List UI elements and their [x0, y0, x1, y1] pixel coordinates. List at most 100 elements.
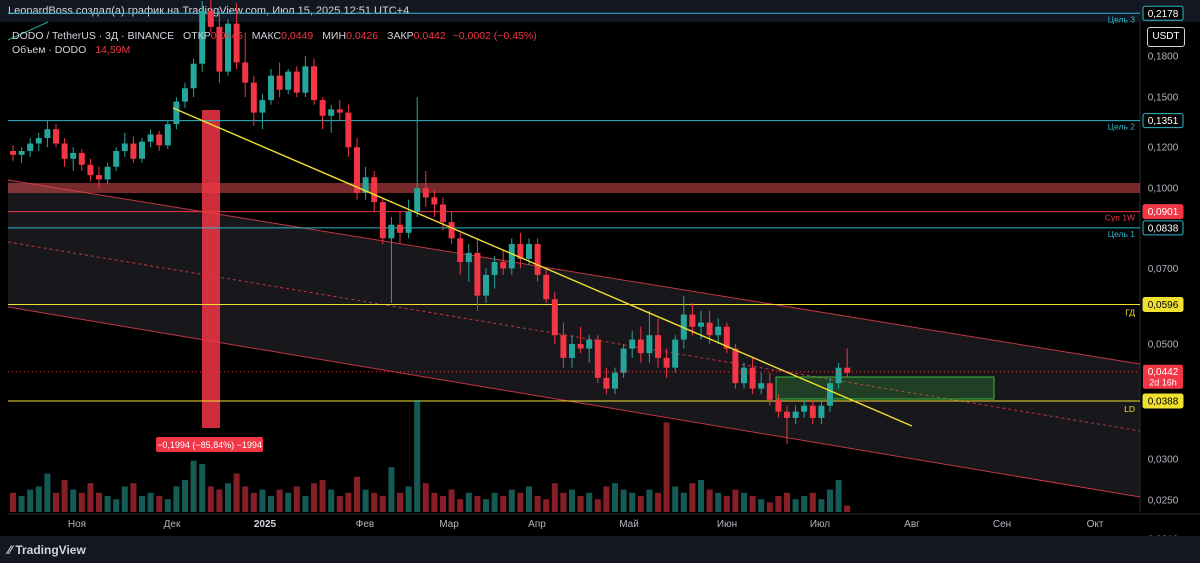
volume-bar: [569, 489, 575, 512]
y-tick-label: 0,0250: [1148, 495, 1179, 506]
volume-bar: [698, 480, 704, 512]
price-badge: [1142, 393, 1184, 409]
candle-body: [10, 151, 16, 155]
candle: [35, 132, 42, 152]
candle: [663, 348, 670, 378]
x-tick-label: Апр: [528, 519, 546, 530]
candle-body: [388, 224, 395, 239]
volume-bar: [655, 492, 661, 512]
volume-bar: [285, 492, 292, 512]
volume-bar: [121, 486, 128, 512]
candle-body: [276, 75, 283, 90]
volume-bar: [551, 483, 558, 512]
price-axis: 0,26000,18000,15000,12000,10000,07000,05…: [1148, 52, 1179, 536]
volume-bar: [27, 489, 34, 512]
candle-body: [577, 344, 584, 349]
volume-bar: [801, 496, 808, 512]
volume-bar: [612, 483, 618, 512]
candle-body: [328, 109, 335, 116]
candle-body: [121, 143, 128, 152]
candle: [319, 97, 326, 130]
target-box: [775, 376, 995, 400]
candle-body: [250, 82, 257, 113]
candle-body: [336, 109, 343, 113]
candle: [10, 145, 16, 161]
symbol-name[interactable]: DODO / TetherUS · 3Д · BINANCE: [12, 30, 175, 42]
x-tick-label: Авг: [904, 519, 920, 530]
candle-body: [620, 348, 627, 373]
tradingview-logo[interactable]: ⁄⁄ TradingView: [8, 543, 86, 557]
candle: [766, 372, 773, 406]
volume-bar: [749, 496, 756, 512]
volume-bar: [414, 400, 421, 512]
volume-bar: [680, 492, 687, 512]
currency-button[interactable]: USDT: [1147, 27, 1185, 47]
symbol-legend: DODO / TetherUS · 3Д · BINANCE ОТКР0,044…: [12, 29, 537, 57]
candle: [577, 326, 584, 354]
countdown-text: 2d 16h: [1149, 378, 1177, 388]
volume-bar: [216, 489, 223, 512]
volume-bar: [130, 483, 137, 512]
candle-body: [96, 175, 102, 180]
candle-body: [414, 188, 421, 212]
price-badge: [1142, 113, 1184, 129]
volume-bar: [35, 486, 42, 512]
candle-body: [827, 383, 833, 406]
candle-body: [801, 405, 808, 412]
price-badge-text: 0,2178: [1148, 9, 1179, 20]
candle: [792, 405, 799, 425]
candle-body: [569, 344, 575, 358]
candle-body: [130, 143, 137, 159]
candle: [715, 318, 722, 345]
candle: [139, 138, 145, 163]
candle-body: [104, 166, 111, 180]
candles: [10, 0, 851, 445]
tv-mark-icon: ⁄⁄: [8, 543, 16, 557]
volume-bar: [87, 483, 94, 512]
volume-bar: [534, 496, 541, 512]
candle-body: [268, 75, 274, 101]
current-price-badge: [1143, 364, 1183, 389]
candle-body: [405, 211, 412, 233]
candle-body: [457, 238, 464, 263]
volume-bar: [500, 496, 507, 512]
candle-body: [216, 26, 223, 72]
volume-bar: [465, 492, 472, 512]
time-axis: Ноя Дек 2025 Фев Мар Апр Май Июн Июл Авг Сен Окт: [8, 513, 1200, 530]
candle: [646, 310, 653, 363]
level-7: LD 0,0388: [8, 393, 1184, 414]
candle-body: [551, 299, 558, 336]
volume-bar: [741, 492, 747, 512]
candle: [173, 97, 180, 130]
candle-body: [354, 147, 360, 193]
candle: [302, 56, 309, 98]
candle-body: [655, 335, 661, 358]
volume-bar: [844, 505, 851, 512]
volume-bar: [388, 467, 395, 512]
volume-bar: [689, 483, 696, 512]
volume-bar: [586, 492, 593, 512]
candle: [104, 162, 111, 184]
volume-bar: [672, 486, 679, 512]
candle: [61, 138, 68, 167]
candle-body: [723, 326, 730, 349]
trendline: [172, 107, 913, 427]
volume-label[interactable]: Объем · DODO: [12, 44, 87, 56]
price-badge-text: 0,1351: [1148, 116, 1179, 127]
candle: [603, 367, 610, 395]
level-label: ГД: [1125, 308, 1135, 318]
candle: [612, 367, 618, 395]
volume-bar: [199, 464, 206, 512]
volume-bar: [457, 499, 464, 512]
candle-body: [44, 129, 51, 139]
channel-lower-line: [7, 306, 1141, 498]
volume-bar: [637, 496, 644, 512]
level-label: Цель 3: [1108, 14, 1135, 24]
price-badge-text: 0,0901: [1148, 207, 1179, 218]
volume-bar: [182, 480, 188, 512]
candle: [53, 124, 59, 148]
candle-body: [53, 129, 59, 144]
candle: [517, 232, 524, 269]
candle: [70, 147, 77, 171]
